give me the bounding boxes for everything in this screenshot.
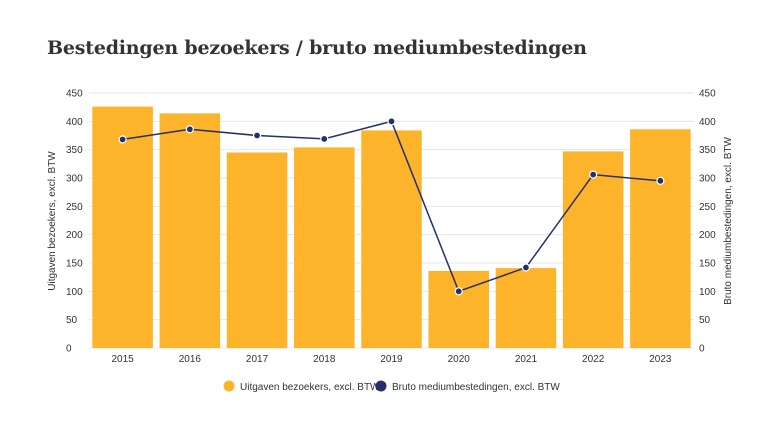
legend-label-line: Bruto mediumbestedingen, excl. BTW — [392, 382, 560, 393]
x-tick: 2016 — [179, 354, 202, 365]
line-point — [185, 125, 194, 134]
y-axis-left-ticks: 0 50 100 150 200 250 300 350 400 450 — [66, 89, 83, 355]
y-axis-right-ticks: 0 50 100 150 200 250 300 350 400 450 — [699, 89, 716, 355]
bar — [562, 151, 624, 348]
chart-title: Bestedingen bezoekers / bruto mediumbest… — [47, 37, 587, 59]
x-tick: 2021 — [515, 354, 538, 365]
bar — [294, 147, 355, 348]
legend-item-line[interactable]: Bruto mediumbestedingen, excl. BTW — [375, 380, 561, 394]
x-tick: 2020 — [448, 354, 471, 365]
y-tick-right: 300 — [699, 174, 716, 185]
bar — [630, 129, 691, 348]
y-tick-right: 100 — [699, 287, 716, 298]
line-point — [454, 287, 463, 296]
line-point — [118, 135, 127, 144]
y-tick-left: 250 — [66, 202, 83, 213]
line-point — [656, 176, 665, 185]
line-point — [320, 134, 329, 143]
y-tick-left: 450 — [66, 89, 83, 100]
y-tick-right: 400 — [699, 117, 716, 128]
legend-item-bars[interactable]: Uitgaven bezoekers, excl. BTW — [223, 380, 381, 394]
y-axis-right-title: Bruto mediumbestedingen, excl. BTW — [723, 137, 734, 305]
y-tick-right: 250 — [699, 202, 716, 213]
y-tick-right: 150 — [699, 259, 716, 270]
line-point — [589, 170, 598, 179]
y-tick-left: 150 — [66, 259, 83, 270]
y-axis-left-title: Uitgaven bezoekers, excl. BTW — [47, 151, 58, 291]
y-tick-right: 50 — [699, 315, 711, 326]
x-tick: 2019 — [380, 354, 403, 365]
bar-series — [92, 106, 691, 349]
legend-swatch-line — [375, 380, 387, 392]
x-tick: 2023 — [649, 354, 672, 365]
x-tick: 2022 — [582, 354, 605, 365]
x-tick: 2017 — [246, 354, 269, 365]
x-tick: 2015 — [111, 354, 134, 365]
y-tick-right: 350 — [699, 145, 716, 156]
legend-label-bars: Uitgaven bezoekers, excl. BTW — [240, 382, 380, 393]
y-tick-right: 450 — [699, 89, 716, 100]
bar — [226, 152, 288, 348]
line-point — [252, 131, 262, 140]
y-tick-right: 0 — [699, 344, 705, 355]
line-point — [521, 263, 531, 272]
y-tick-left: 350 — [66, 145, 83, 156]
y-tick-left: 200 — [66, 230, 83, 241]
y-tick-left: 0 — [66, 344, 72, 355]
y-tick-left: 300 — [66, 174, 83, 185]
bar — [159, 113, 221, 349]
x-axis-ticks: 2015 2016 2017 2018 2019 2020 2021 2022 2023 — [111, 354, 671, 365]
y-tick-left: 50 — [66, 315, 78, 326]
legend: Uitgaven bezoekers, excl. BTW Bruto medi… — [223, 380, 561, 394]
bar — [495, 268, 557, 348]
bar — [428, 270, 489, 348]
bar — [92, 106, 153, 348]
line-series — [118, 117, 665, 296]
y-tick-left: 100 — [66, 287, 83, 298]
y-tick-right: 200 — [699, 230, 716, 241]
x-tick: 2018 — [313, 354, 336, 365]
legend-swatch-bars — [223, 380, 235, 392]
bar — [361, 130, 422, 348]
y-tick-left: 400 — [66, 117, 83, 128]
line-point — [387, 117, 396, 126]
